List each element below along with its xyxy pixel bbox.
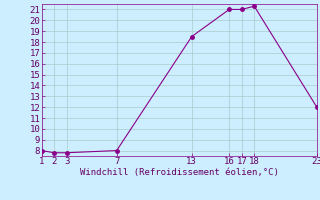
X-axis label: Windchill (Refroidissement éolien,°C): Windchill (Refroidissement éolien,°C) bbox=[80, 168, 279, 177]
